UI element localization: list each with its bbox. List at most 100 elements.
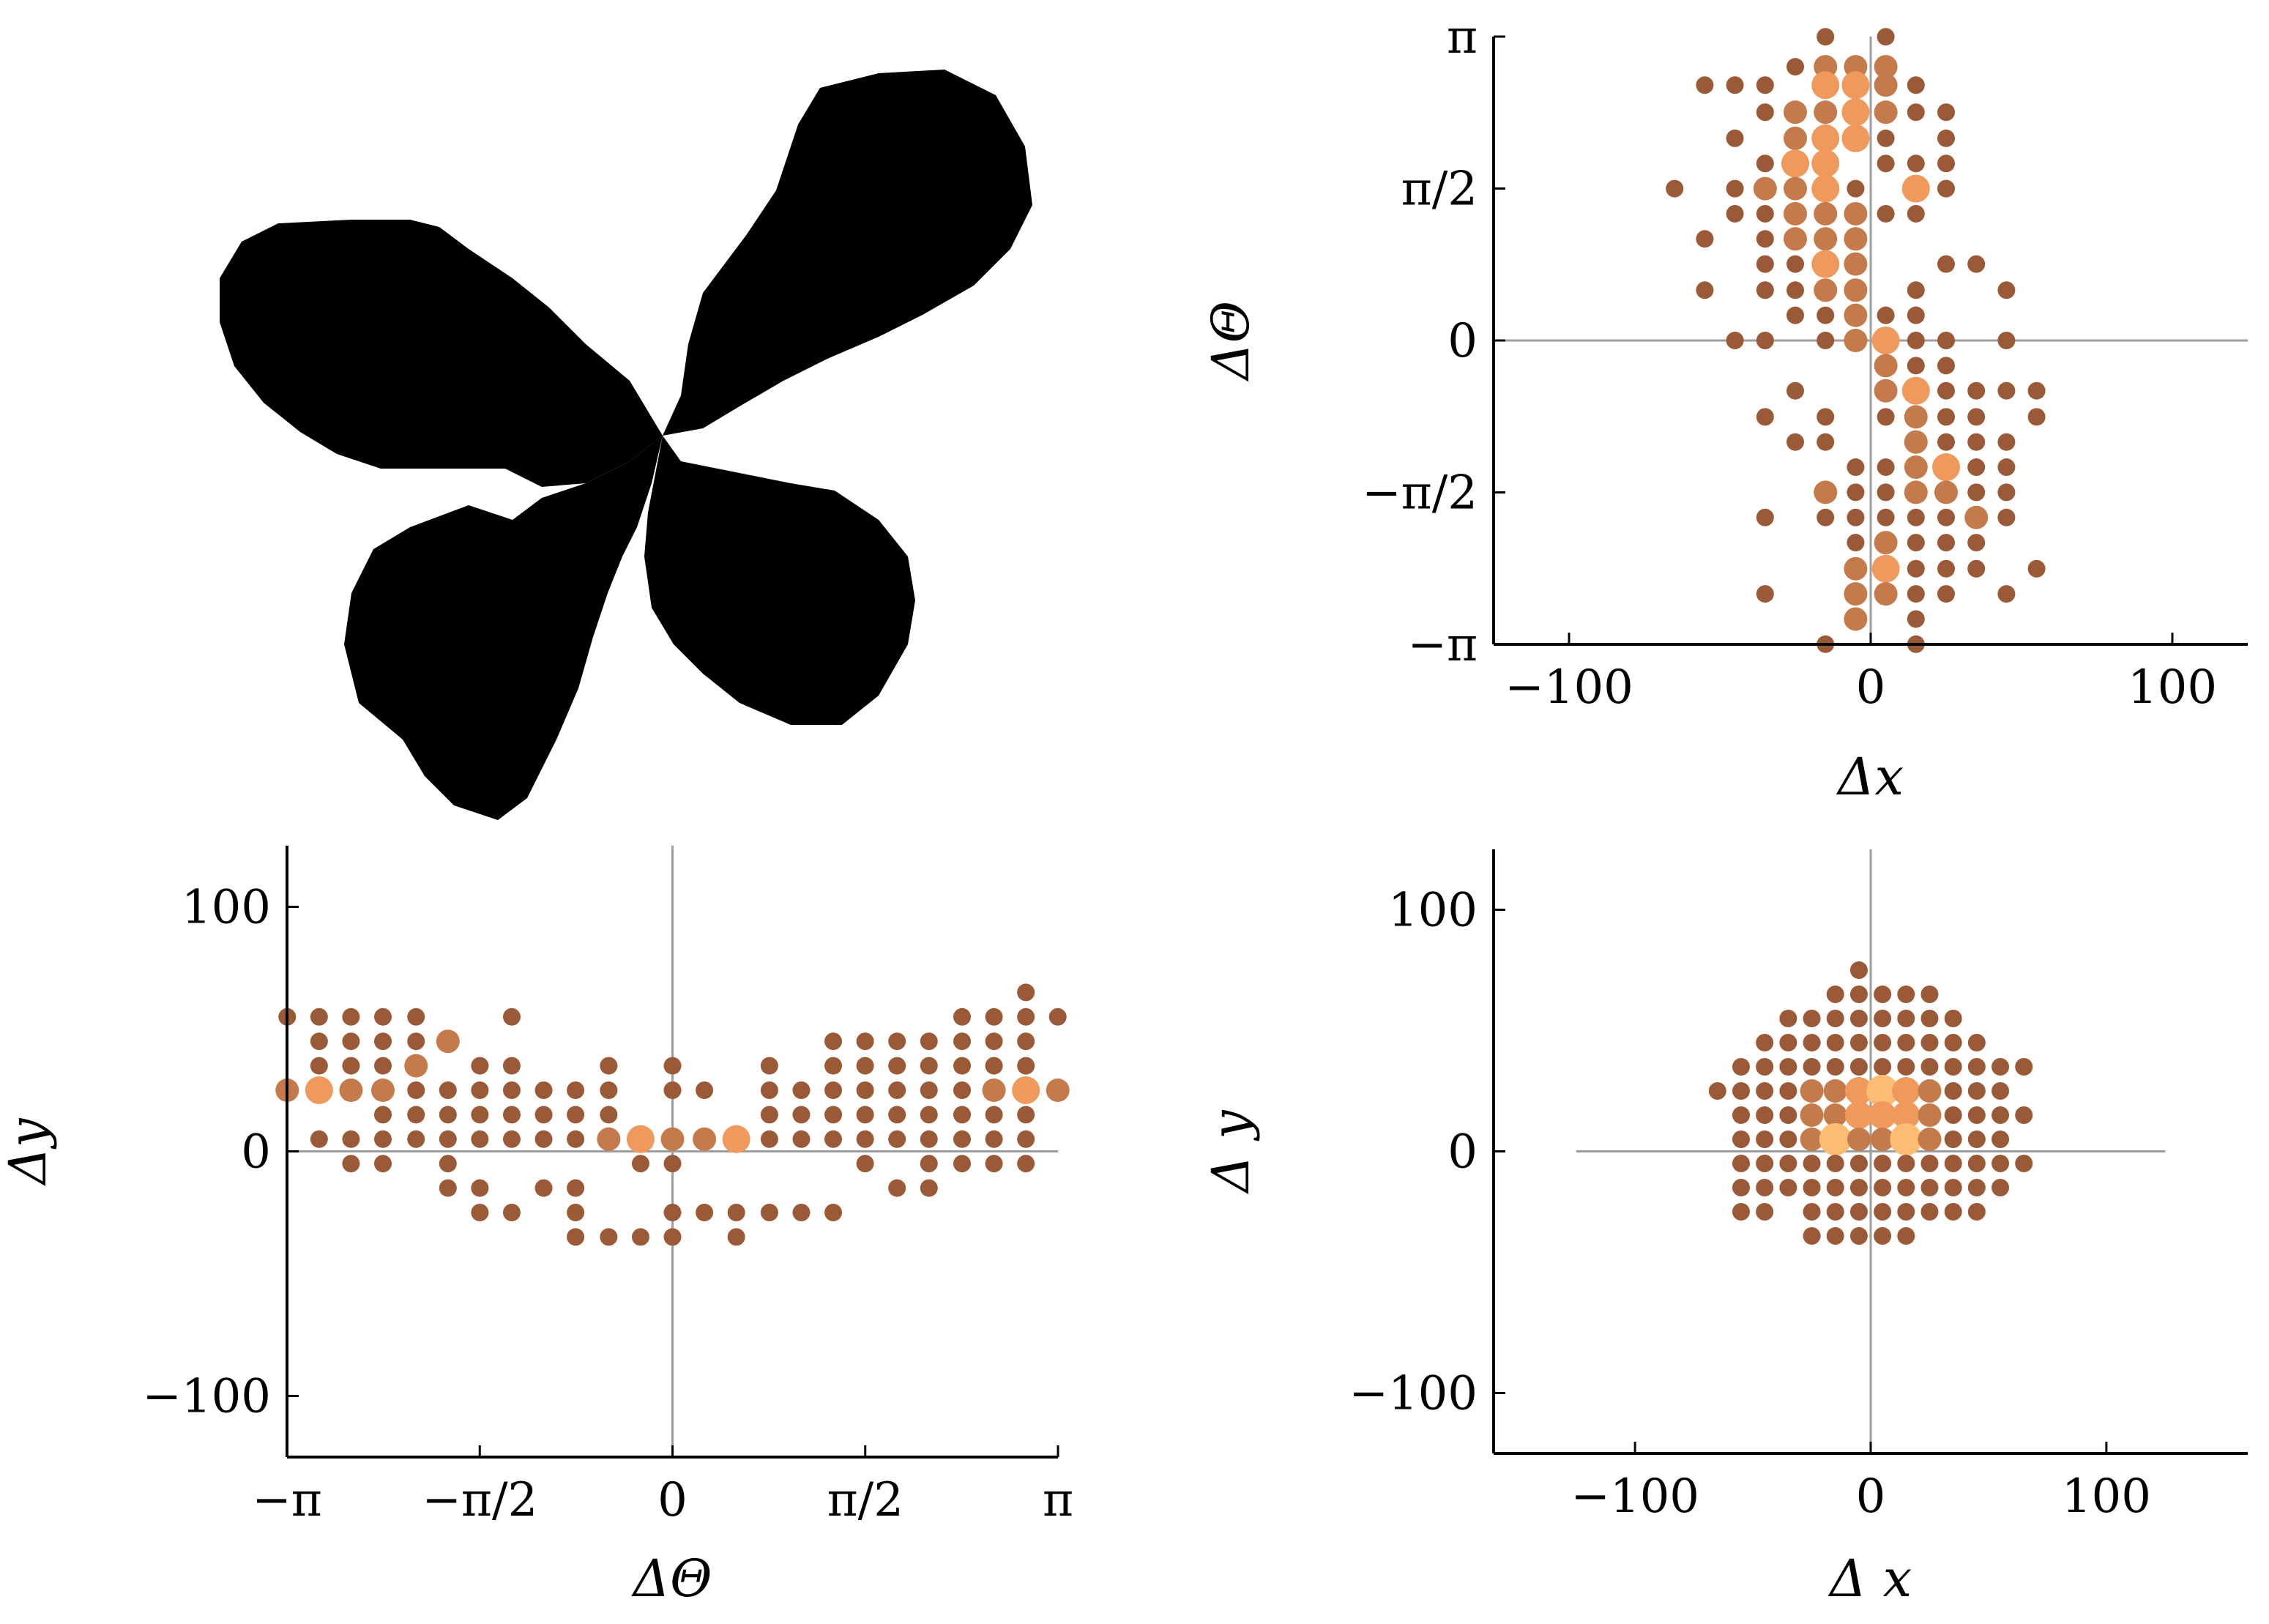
- scatter-point: [1907, 76, 1925, 94]
- scatter-point: [1786, 281, 1804, 299]
- scatter-point: [471, 1179, 489, 1197]
- scatter-point: [600, 1228, 618, 1246]
- scatter-point: [1904, 455, 1928, 480]
- scatter-point: [1874, 379, 1898, 403]
- scatter-point: [567, 1204, 585, 1221]
- scatter-point: [1844, 278, 1868, 302]
- scatter-point: [1732, 1179, 1750, 1196]
- y-tick-label: 100: [1388, 884, 1478, 938]
- scatter-point: [1874, 1058, 1892, 1076]
- scatter-point: [1937, 154, 1955, 173]
- scatter-point: [985, 1007, 1003, 1026]
- scatter-point: [953, 1106, 972, 1124]
- scatter-point: [471, 1057, 489, 1075]
- scatter-point: [1849, 1179, 1868, 1196]
- scatter-point: [663, 1228, 682, 1246]
- scatter-point: [1871, 1128, 1895, 1151]
- scatter-point: [1826, 1058, 1844, 1076]
- scatter-point: [1874, 986, 1892, 1003]
- scatter-point: [1841, 71, 1870, 100]
- scatter-point: [1897, 1034, 1915, 1051]
- chart-y_vs_x: −100 0 100 −100 0 100 Δ x Δ y: [1201, 849, 2248, 1609]
- scatter-point: [1967, 381, 1986, 400]
- scatter-point: [1756, 1203, 1774, 1221]
- scatter-point: [824, 1204, 843, 1221]
- scatter-point: [339, 1079, 363, 1102]
- scatter-point: [1907, 204, 1925, 223]
- scatter-point: [407, 1032, 425, 1051]
- scatter-point: [1786, 58, 1804, 76]
- scatter-point: [436, 1029, 460, 1054]
- scatter-point: [567, 1228, 585, 1246]
- scatter-point: [1897, 1058, 1915, 1076]
- scatter-point: [1847, 1128, 1871, 1151]
- scatter-point: [1800, 1103, 1824, 1127]
- scatter-point: [727, 1228, 745, 1246]
- scatter-point: [1937, 381, 1955, 400]
- scatter-point: [2027, 559, 2046, 578]
- scatter-point: [856, 1057, 874, 1075]
- scatter-point: [567, 1106, 585, 1124]
- scatter-point: [1732, 1082, 1750, 1100]
- scatter-point: [1874, 1203, 1892, 1221]
- scatter-point: [920, 1106, 938, 1124]
- x-tick-label: −100: [1571, 1470, 1699, 1524]
- scatter-point: [660, 1127, 685, 1151]
- scatter-point: [985, 1106, 1003, 1124]
- scatter-point: [1997, 585, 2016, 603]
- scatter-point: [1874, 1227, 1892, 1245]
- scatter-point: [471, 1081, 489, 1099]
- scatter-point: [1756, 508, 1774, 526]
- scatter-point: [1967, 534, 1986, 552]
- scatter-point: [1779, 1010, 1797, 1027]
- clover-petal-top-left: [220, 220, 663, 487]
- scatter-point: [1871, 554, 1900, 583]
- scatter-point: [1934, 480, 1958, 504]
- scatter-point: [1844, 582, 1868, 606]
- scatter-point: [342, 1032, 360, 1051]
- scatter-point: [1967, 255, 1986, 273]
- scatter-point: [1944, 1106, 1962, 1124]
- scatter-point: [1803, 1203, 1821, 1221]
- scatter-point: [1904, 480, 1928, 504]
- charts-layer: −100 0 100 −π −π/2 0 π/2 π Δx ΔΘ −π −π/2 0 π/2 π −100 0 1…: [0, 10, 2248, 1609]
- scatter-point: [1967, 1179, 1986, 1196]
- scatter-point: [920, 1179, 938, 1197]
- scatter-point: [407, 1081, 425, 1099]
- scatter-point: [1732, 1058, 1750, 1076]
- scatter-point: [953, 1081, 972, 1099]
- scatter-point: [663, 1204, 682, 1221]
- scatter-point: [1944, 1010, 1962, 1027]
- scatter-point: [1786, 255, 1804, 273]
- scatter-point: [1844, 607, 1868, 631]
- scatter-point: [310, 1130, 328, 1148]
- x-tick-label: −π/2: [422, 1473, 537, 1527]
- scatter-point: [1920, 1203, 1939, 1221]
- y-tick-label: π: [1447, 10, 1478, 64]
- scatter-point: [1874, 1155, 1892, 1172]
- scatter-point: [1992, 1058, 2010, 1076]
- scatter-point: [1937, 408, 1955, 426]
- scatter-point: [600, 1081, 618, 1099]
- scatter-point: [1756, 1131, 1774, 1148]
- scatter-point: [1849, 986, 1868, 1003]
- scatter-point: [1786, 381, 1804, 400]
- scatter-point: [1937, 103, 1955, 122]
- x-tick-label: −π: [252, 1473, 322, 1527]
- scatter-point: [1892, 1077, 1920, 1105]
- scatter-point: [534, 1081, 553, 1099]
- scatter-point: [1897, 1227, 1915, 1245]
- scatter-point: [985, 1057, 1003, 1075]
- scatter-point: [407, 1106, 425, 1124]
- scatter-point: [1907, 534, 1925, 552]
- scatter-point: [342, 1007, 360, 1026]
- scatter-point: [567, 1081, 585, 1099]
- scatter-point: [1814, 227, 1838, 251]
- scatter-point: [1803, 1155, 1821, 1172]
- scatter-point: [1756, 76, 1774, 94]
- scatter-point: [1967, 458, 1986, 477]
- scatter-point: [1967, 1155, 1986, 1172]
- scatter-point: [502, 1130, 521, 1148]
- scatter-point: [1937, 508, 1955, 526]
- scatter-point: [985, 1032, 1003, 1051]
